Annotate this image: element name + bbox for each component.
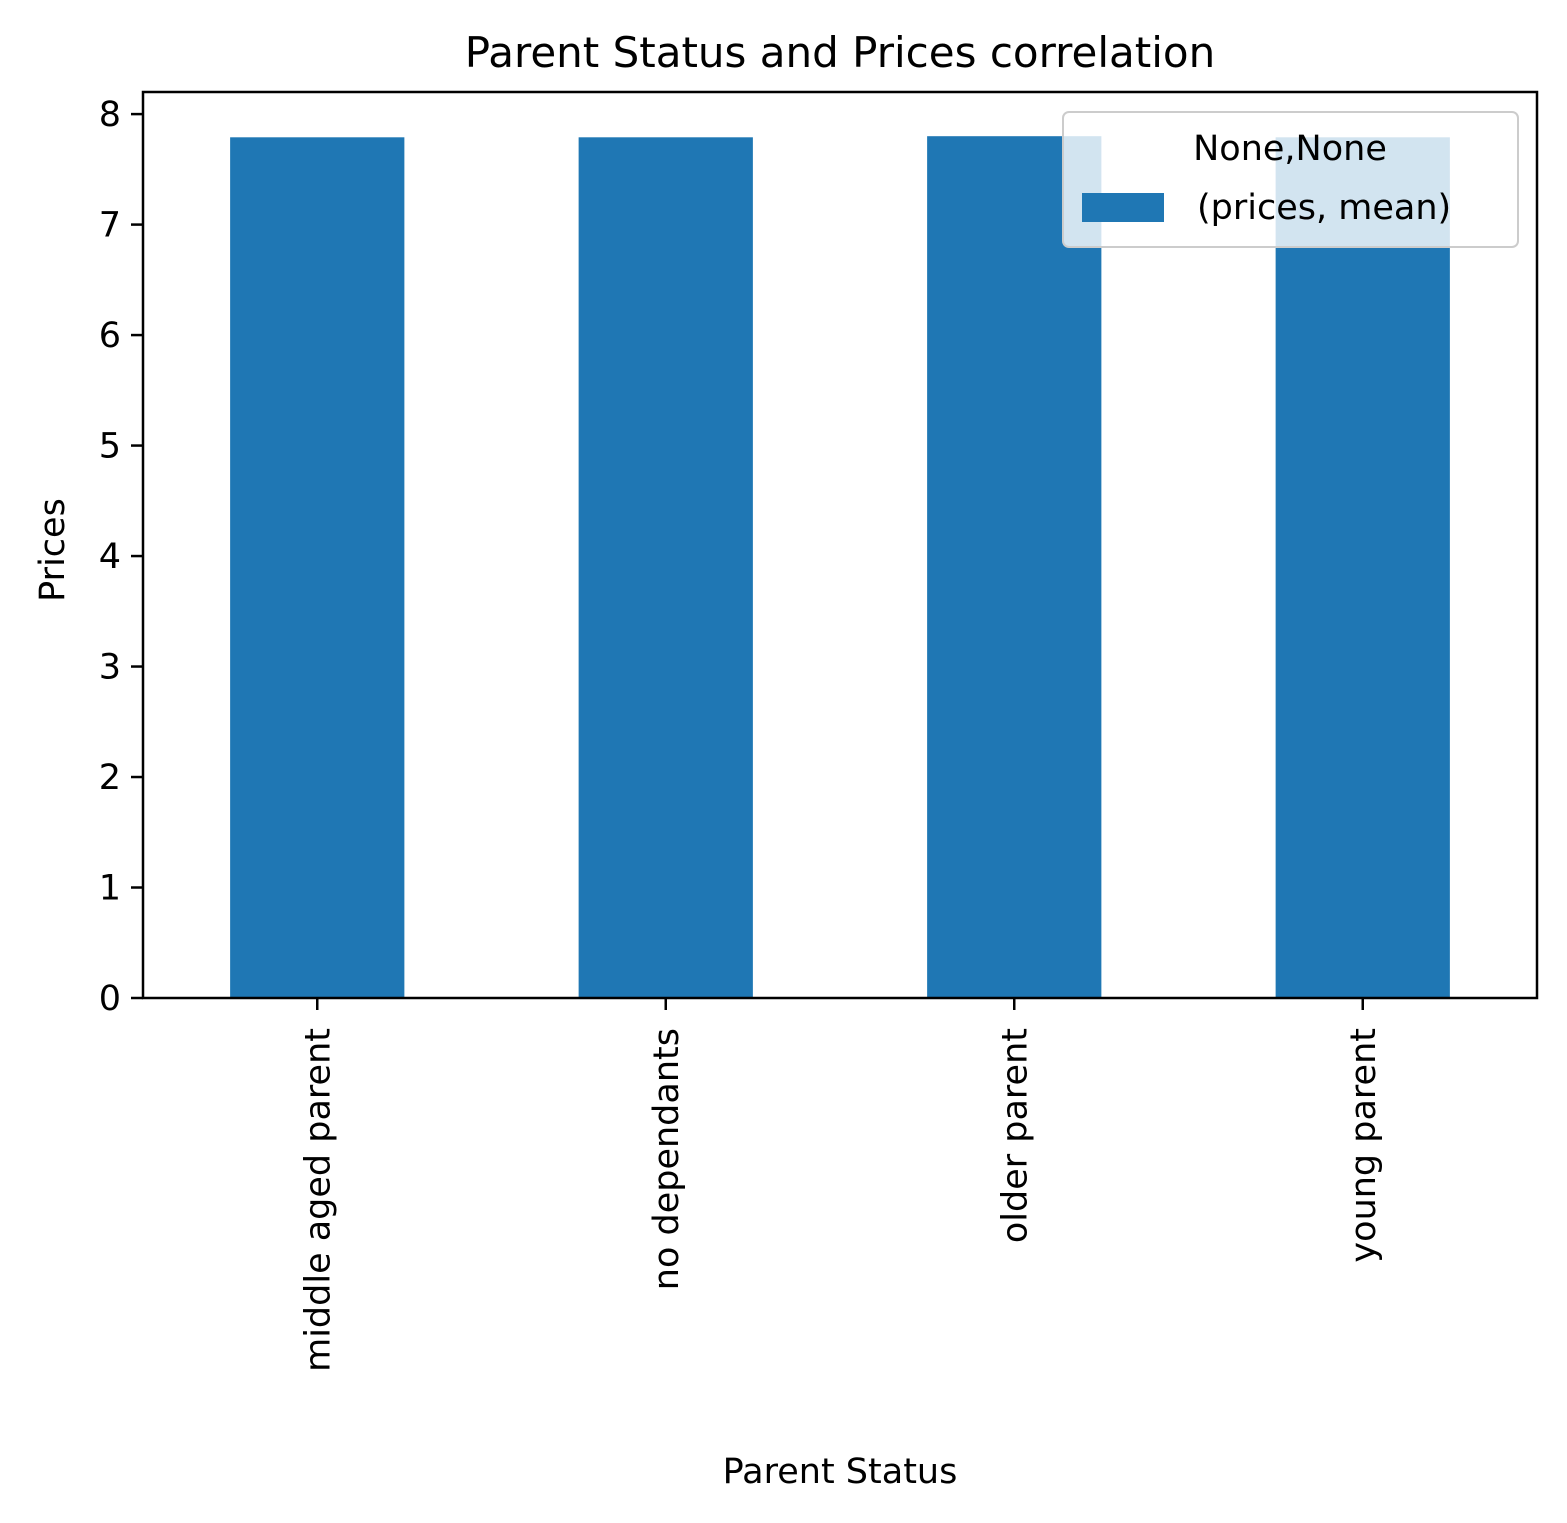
bars-group bbox=[230, 136, 1450, 999]
y-axis-ticks: 0 1 2 3 4 5 6 7 8 bbox=[99, 95, 143, 1019]
legend-swatch bbox=[1082, 193, 1164, 222]
x-tick-label: no dependants bbox=[647, 1028, 687, 1290]
y-tick-label: 2 bbox=[99, 758, 121, 798]
y-tick-label: 0 bbox=[99, 979, 121, 1019]
x-tick-label: middle aged parent bbox=[298, 1028, 338, 1372]
bar-2 bbox=[927, 136, 1102, 998]
x-axis-label: Parent Status bbox=[723, 1452, 958, 1492]
x-tick-label: older parent bbox=[995, 1028, 1035, 1243]
y-tick-label: 8 bbox=[99, 95, 121, 135]
y-tick-label: 1 bbox=[99, 869, 121, 909]
legend: None,None (prices, mean) bbox=[1062, 111, 1519, 248]
legend-box bbox=[1062, 111, 1519, 248]
bar-0 bbox=[230, 137, 405, 999]
legend-title: None,None bbox=[1193, 129, 1387, 169]
y-tick-label: 3 bbox=[99, 648, 121, 688]
y-tick-label: 4 bbox=[99, 537, 121, 577]
legend-entry-label: (prices, mean) bbox=[1197, 188, 1451, 228]
bar-1 bbox=[578, 137, 753, 999]
y-axis-label: Prices bbox=[33, 498, 73, 602]
x-tick-label: young parent bbox=[1344, 1028, 1384, 1263]
x-axis-ticks: middle aged parent no dependants older par… bbox=[298, 998, 1384, 1372]
chart-title: Parent Status and Prices correlation bbox=[465, 28, 1215, 77]
y-tick-label: 6 bbox=[99, 316, 121, 356]
bar-3 bbox=[1275, 137, 1450, 999]
y-tick-label: 7 bbox=[99, 206, 121, 246]
plot-frame bbox=[141, 90, 1539, 1000]
y-tick-label: 5 bbox=[99, 427, 121, 467]
